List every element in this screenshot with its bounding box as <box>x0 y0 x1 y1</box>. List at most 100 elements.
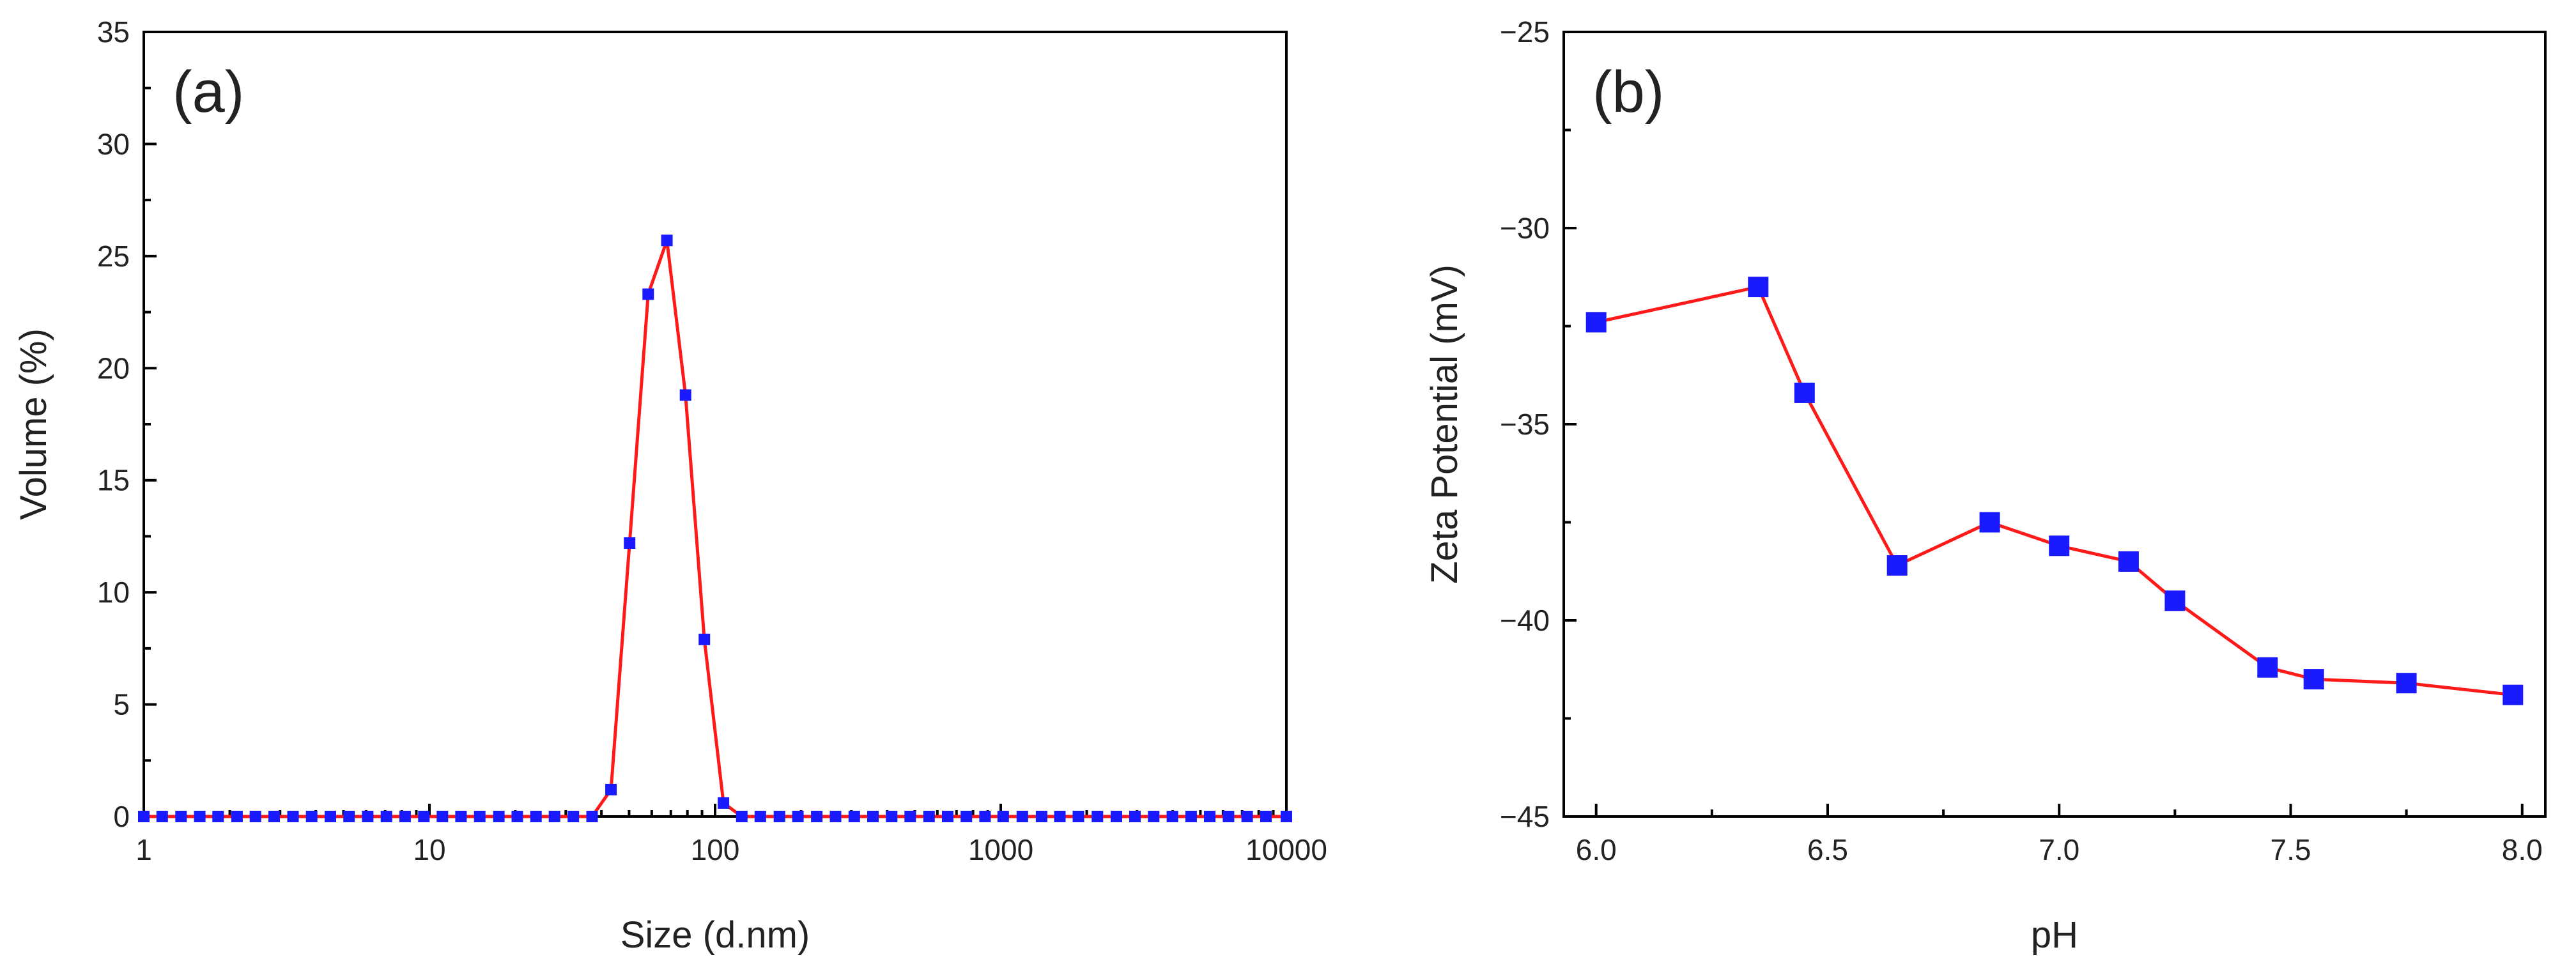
data-point <box>343 811 355 822</box>
y-tick-label: 25 <box>97 240 130 273</box>
y-tick-label: 20 <box>97 351 130 385</box>
data-point <box>380 811 392 822</box>
data-point <box>1072 811 1084 822</box>
data-point <box>2118 551 2139 572</box>
y-tick-label: 10 <box>97 576 130 609</box>
data-point <box>642 288 654 300</box>
y-tick-label: −40 <box>1500 604 1550 637</box>
data-point <box>1091 811 1104 822</box>
data-point <box>1035 811 1047 822</box>
y-tick-label: 35 <box>97 15 130 49</box>
data-point <box>960 811 973 822</box>
data-point <box>2164 590 2186 611</box>
data-point <box>436 811 449 822</box>
data-point <box>1585 312 1607 333</box>
x-tick-label: 8.0 <box>2502 833 2543 866</box>
plot-frame <box>1562 31 2547 818</box>
data-point <box>567 811 580 822</box>
data-point <box>493 811 505 822</box>
y-tick-label: −25 <box>1500 15 1550 49</box>
data-point <box>848 811 860 822</box>
data-point <box>2049 535 2070 556</box>
y-tick-label: −45 <box>1500 800 1550 833</box>
data-point <box>679 389 691 401</box>
x-tick-label: 1 <box>135 833 152 866</box>
data-point <box>511 811 523 822</box>
data-point <box>867 811 879 822</box>
data-point <box>1016 811 1028 822</box>
data-point <box>399 811 411 822</box>
panel-label: (b) <box>1593 59 1664 125</box>
y-tick-label: 0 <box>113 800 130 833</box>
data-point <box>1222 811 1235 822</box>
data-point <box>979 811 991 822</box>
x-tick-label: 6.5 <box>1807 833 1848 866</box>
data-point <box>1129 811 1141 822</box>
data-point <box>997 811 1009 822</box>
x-tick-label: 10 <box>413 833 445 866</box>
data-point <box>1260 811 1272 822</box>
data-point <box>2303 669 2324 690</box>
data-point <box>138 811 150 822</box>
x-tick-label: 10000 <box>1246 833 1327 866</box>
data-point <box>2257 657 2278 678</box>
x-axis-title: pH <box>2031 914 2078 956</box>
data-point <box>829 811 842 822</box>
data-point <box>586 811 598 822</box>
data-point <box>1794 382 1815 403</box>
y-tick-label: 5 <box>113 688 130 721</box>
data-point <box>661 234 673 247</box>
data-point <box>942 811 953 822</box>
y-tick-label: 15 <box>97 464 130 497</box>
data-point <box>1241 811 1253 822</box>
data-point <box>530 811 542 822</box>
data-point <box>455 811 467 822</box>
data-point <box>923 811 935 822</box>
data-point <box>231 811 243 822</box>
data-point <box>792 811 804 822</box>
x-axis-title: Size (d.nm) <box>621 914 810 956</box>
x-tick-label: 100 <box>691 833 740 866</box>
series-line <box>144 238 1286 818</box>
plot-frame <box>143 31 1288 818</box>
data-point <box>548 811 560 822</box>
x-tick-label: 1000 <box>968 833 1033 866</box>
data-point <box>362 811 374 822</box>
y-tick-label: 30 <box>97 127 130 160</box>
data-point <box>1886 555 1908 576</box>
data-point <box>212 811 224 822</box>
data-point <box>1979 512 2000 533</box>
data-point <box>1281 811 1292 822</box>
data-point <box>305 811 318 822</box>
data-point <box>194 811 206 822</box>
data-point <box>773 811 785 822</box>
panel-label: (a) <box>173 59 244 125</box>
data-point <box>1148 811 1160 822</box>
data-point <box>718 797 730 809</box>
y-tick-label: −35 <box>1500 408 1550 441</box>
data-point <box>2396 673 2417 694</box>
data-point <box>605 783 617 795</box>
x-tick-label: 7.0 <box>2039 833 2079 866</box>
data-point <box>474 811 486 822</box>
data-point <box>325 811 336 822</box>
data-point <box>698 633 711 645</box>
chart-b: 6.0 6.5 7.0 7.5 8.0 −45 −40 −35 −30 −25 pH Zeta Pot… <box>1424 15 2547 956</box>
data-point <box>1185 811 1197 822</box>
data-point <box>268 811 280 822</box>
data-point <box>287 811 299 822</box>
series-line <box>1596 285 2513 697</box>
data-point <box>811 811 823 822</box>
data-point <box>249 811 261 822</box>
data-point <box>904 811 916 822</box>
data-point <box>1111 811 1122 822</box>
data-point <box>1204 811 1215 822</box>
y-tick-label: −30 <box>1500 211 1550 245</box>
data-point <box>754 811 766 822</box>
data-point <box>156 811 168 822</box>
data-point <box>624 537 636 549</box>
y-axis-title: Zeta Potential (mV) <box>1424 264 1465 584</box>
data-point <box>1166 811 1178 822</box>
data-point <box>1748 277 1769 298</box>
